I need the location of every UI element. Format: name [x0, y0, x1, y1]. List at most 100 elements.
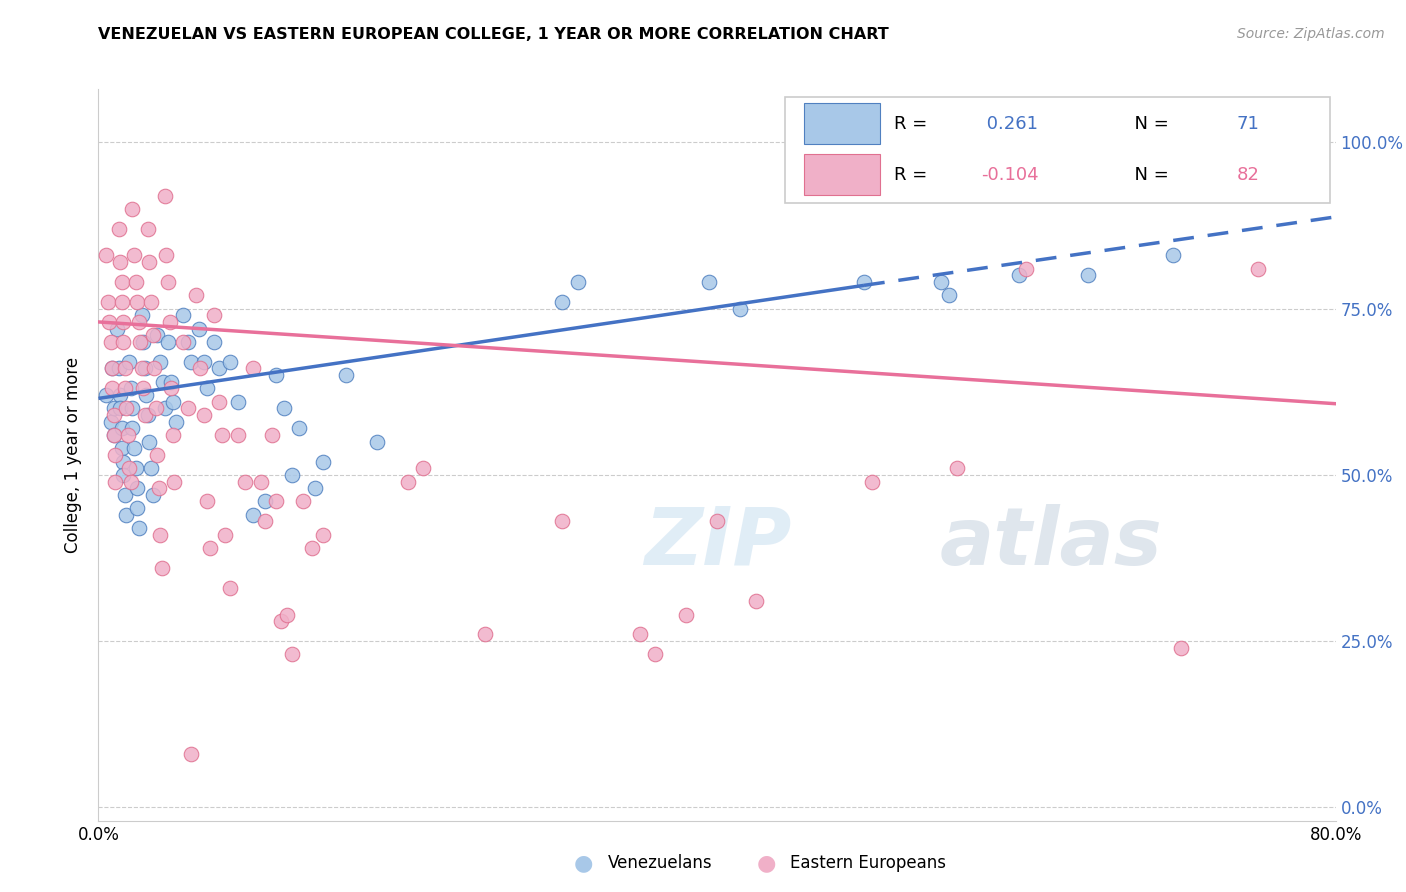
Point [266, 494, 288, 508]
Point [312, 527, 335, 541]
Point [675, 607, 697, 622]
Point [114, 361, 136, 376]
Point [180, 747, 202, 761]
Text: atlas: atlas [939, 504, 1163, 582]
Point [128, 521, 150, 535]
Point [190, 361, 212, 376]
Text: VENEZUELAN VS EASTERN EUROPEAN COLLEGE, 1 YEAR OR MORE CORRELATION CHART: VENEZUELAN VS EASTERN EUROPEAN COLLEGE, … [98, 27, 889, 42]
Point [134, 408, 156, 422]
Point [96, 388, 118, 402]
Point [162, 394, 184, 409]
Point [1170, 640, 1192, 655]
Point [214, 527, 236, 541]
Point [107, 361, 129, 376]
Point [120, 475, 142, 489]
Point [108, 388, 131, 402]
Point [117, 428, 139, 442]
Point [226, 428, 249, 442]
Point [103, 401, 125, 416]
Point [112, 334, 135, 349]
Point [946, 461, 969, 475]
Point [1077, 268, 1099, 283]
Point [931, 275, 953, 289]
Point [173, 308, 195, 322]
Point [226, 394, 249, 409]
Point [127, 481, 149, 495]
Point [138, 255, 160, 269]
Point [145, 401, 167, 416]
Point [148, 481, 170, 495]
Point [136, 408, 159, 422]
Point [193, 408, 215, 422]
Point [97, 295, 120, 310]
Point [149, 527, 172, 541]
Point [136, 222, 159, 236]
Point [111, 421, 134, 435]
Point [273, 401, 295, 416]
Point [121, 401, 143, 416]
Point [101, 361, 124, 376]
Point [131, 308, 153, 322]
Point [104, 448, 127, 462]
Point [242, 361, 264, 376]
Point [138, 434, 160, 449]
Text: Source: ZipAtlas.com: Source: ZipAtlas.com [1237, 27, 1385, 41]
Point [112, 315, 135, 329]
Point [250, 475, 273, 489]
Point [254, 494, 277, 508]
Point [104, 475, 127, 489]
Point [195, 381, 218, 395]
Point [100, 334, 122, 349]
Point [852, 275, 875, 289]
Point [128, 315, 150, 329]
Point [108, 401, 131, 416]
Point [142, 328, 165, 343]
Point [152, 375, 174, 389]
Point [159, 315, 181, 329]
Point [366, 434, 388, 449]
Point [266, 368, 288, 383]
Point [177, 401, 200, 416]
Text: ●: ● [574, 854, 593, 873]
Point [745, 594, 768, 608]
Point [118, 355, 141, 369]
Point [208, 394, 231, 409]
Point [139, 461, 162, 475]
Point [1046, 142, 1069, 156]
Point [1007, 268, 1029, 283]
Point [270, 614, 292, 628]
Point [96, 248, 118, 262]
Point [180, 355, 202, 369]
Point [291, 494, 314, 508]
Point [112, 467, 135, 482]
Point [142, 488, 165, 502]
Point [103, 428, 125, 442]
Point [127, 501, 149, 516]
Point [146, 448, 169, 462]
Point [111, 275, 134, 289]
Point [644, 648, 666, 662]
Point [706, 515, 728, 529]
Point [165, 415, 187, 429]
Point [254, 515, 277, 529]
Point [100, 415, 122, 429]
Point [211, 428, 233, 442]
Point [260, 428, 283, 442]
Point [312, 454, 335, 468]
Point [157, 275, 180, 289]
Point [304, 481, 326, 495]
Point [114, 488, 136, 502]
Point [1015, 261, 1038, 276]
Point [281, 648, 304, 662]
Point [131, 361, 153, 376]
Y-axis label: College, 1 year or more: College, 1 year or more [65, 357, 83, 553]
Point [132, 334, 155, 349]
Point [157, 334, 180, 349]
Point [103, 408, 125, 422]
Point [396, 475, 419, 489]
Point [153, 401, 176, 416]
Point [153, 188, 176, 202]
Point [107, 222, 129, 236]
Point [139, 295, 162, 310]
Point [111, 295, 134, 310]
